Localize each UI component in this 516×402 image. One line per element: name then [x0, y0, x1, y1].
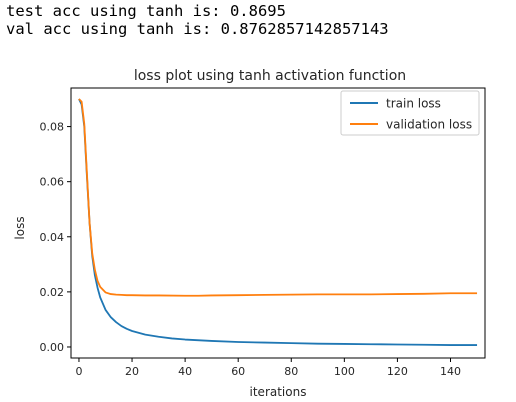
x-axis-label: iterations: [250, 385, 307, 399]
x-tick-label: 40: [178, 365, 192, 378]
legend-label-train-loss: train loss: [386, 97, 441, 111]
y-tick-label: 0.02: [40, 286, 65, 299]
x-tick-label: 80: [284, 365, 298, 378]
y-tick-label: 0.04: [40, 231, 65, 244]
legend: train loss validation loss: [341, 91, 479, 135]
series-line-train-loss: [79, 99, 477, 345]
x-tick-label: 120: [387, 365, 408, 378]
x-tick-label: 100: [334, 365, 355, 378]
y-tick-label: 0.08: [40, 121, 65, 134]
y-tick-label: 0.06: [40, 176, 65, 189]
x-tick-label: 140: [440, 365, 461, 378]
y-tick-label: 0.00: [40, 341, 65, 354]
x-tick-label: 60: [231, 365, 245, 378]
y-axis-label: loss: [13, 216, 27, 239]
chart-title: loss plot using tanh activation function: [134, 68, 406, 84]
legend-label-validation-loss: validation loss: [386, 118, 472, 132]
x-tick-label: 20: [125, 365, 139, 378]
x-tick-label: 0: [75, 365, 82, 378]
